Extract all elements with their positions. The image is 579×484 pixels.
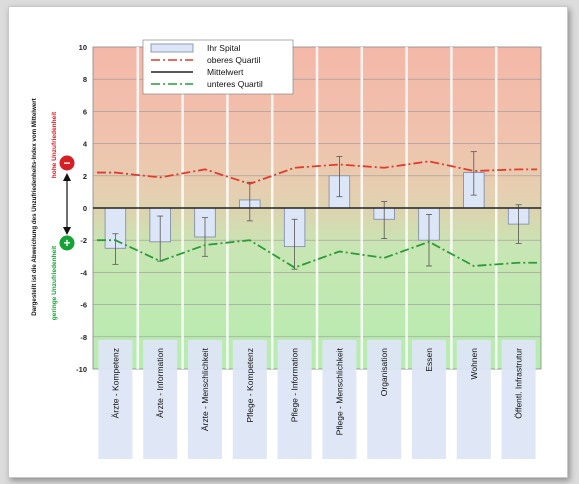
category-label-box — [232, 340, 267, 459]
minus-circle-icon — [59, 155, 75, 171]
plus-icon: + — [63, 236, 70, 250]
arrow-up-head — [63, 173, 71, 181]
y-tick-label: -6 — [80, 301, 87, 310]
category-label: Pflege - Menschlichkeit — [334, 347, 344, 435]
y-tick-label: 8 — [83, 75, 87, 84]
category-label: Pflege - Kompetenz — [245, 348, 255, 423]
category-label-box — [322, 340, 357, 459]
y-tick-label: -8 — [80, 333, 87, 342]
chart-svg: 10 8 6 4 2 0 -2 -4 -6 -8 -10 Ärzte - Kompetenz Ärzt… — [31, 39, 542, 459]
legend-label: unteres Quartil — [207, 79, 263, 89]
category-label: Wohnen — [469, 348, 479, 380]
category-label: Öffentl. Infrastrutur — [514, 348, 524, 419]
upper-quartile-line — [97, 160, 537, 185]
category-label-box — [143, 340, 178, 459]
plus-circle-icon — [59, 235, 75, 251]
y-tick-label: 10 — [79, 43, 87, 52]
y-tick-label: -10 — [76, 365, 87, 374]
category-label: Essen — [424, 348, 434, 372]
category-label-box — [187, 340, 223, 459]
y-tick-label: 6 — [83, 107, 87, 116]
low-dissatisfaction-label: geringe Unzufriedenheit — [51, 245, 58, 320]
chart-frame: 10 8 6 4 2 0 -2 -4 -6 -8 -10 Ärzte - Kompetenz Ärzt… — [8, 6, 568, 478]
category-label: Ärzte - Kompetenz — [110, 348, 120, 418]
category-label: Pflege - Information — [290, 348, 300, 422]
category-label: Ärzte - Information — [155, 348, 165, 418]
minus-icon: − — [63, 156, 70, 170]
category-label-box — [456, 340, 491, 459]
category-label-box — [501, 340, 536, 459]
category-label: Ärzte - Menschlichkeit — [200, 347, 210, 431]
legend-swatch — [150, 43, 194, 53]
y-axis-title: Dargestellt ist die Abweichung des Unzuf… — [31, 98, 38, 315]
category-label-box — [98, 340, 133, 459]
y-tick-label: 2 — [83, 172, 87, 181]
y-tick-label: 0 — [83, 204, 87, 213]
y-tick-label: -4 — [80, 268, 87, 277]
category-label-box — [411, 340, 447, 459]
legend-label: Ihr Spital — [207, 43, 241, 53]
legend-label: Mittelwert — [207, 67, 244, 77]
category-label: Organisation — [379, 348, 389, 396]
category-label-box — [367, 340, 402, 459]
arrow-down-head — [63, 227, 71, 235]
lower-quartile-line — [97, 239, 537, 269]
high-dissatisfaction-label: hohe Unzufriedenheit — [51, 111, 58, 178]
y-tick-label: -2 — [80, 236, 87, 245]
y-tick-label: 4 — [83, 140, 88, 149]
legend-label: oberes Quartil — [207, 55, 260, 65]
category-label-box — [277, 340, 312, 459]
